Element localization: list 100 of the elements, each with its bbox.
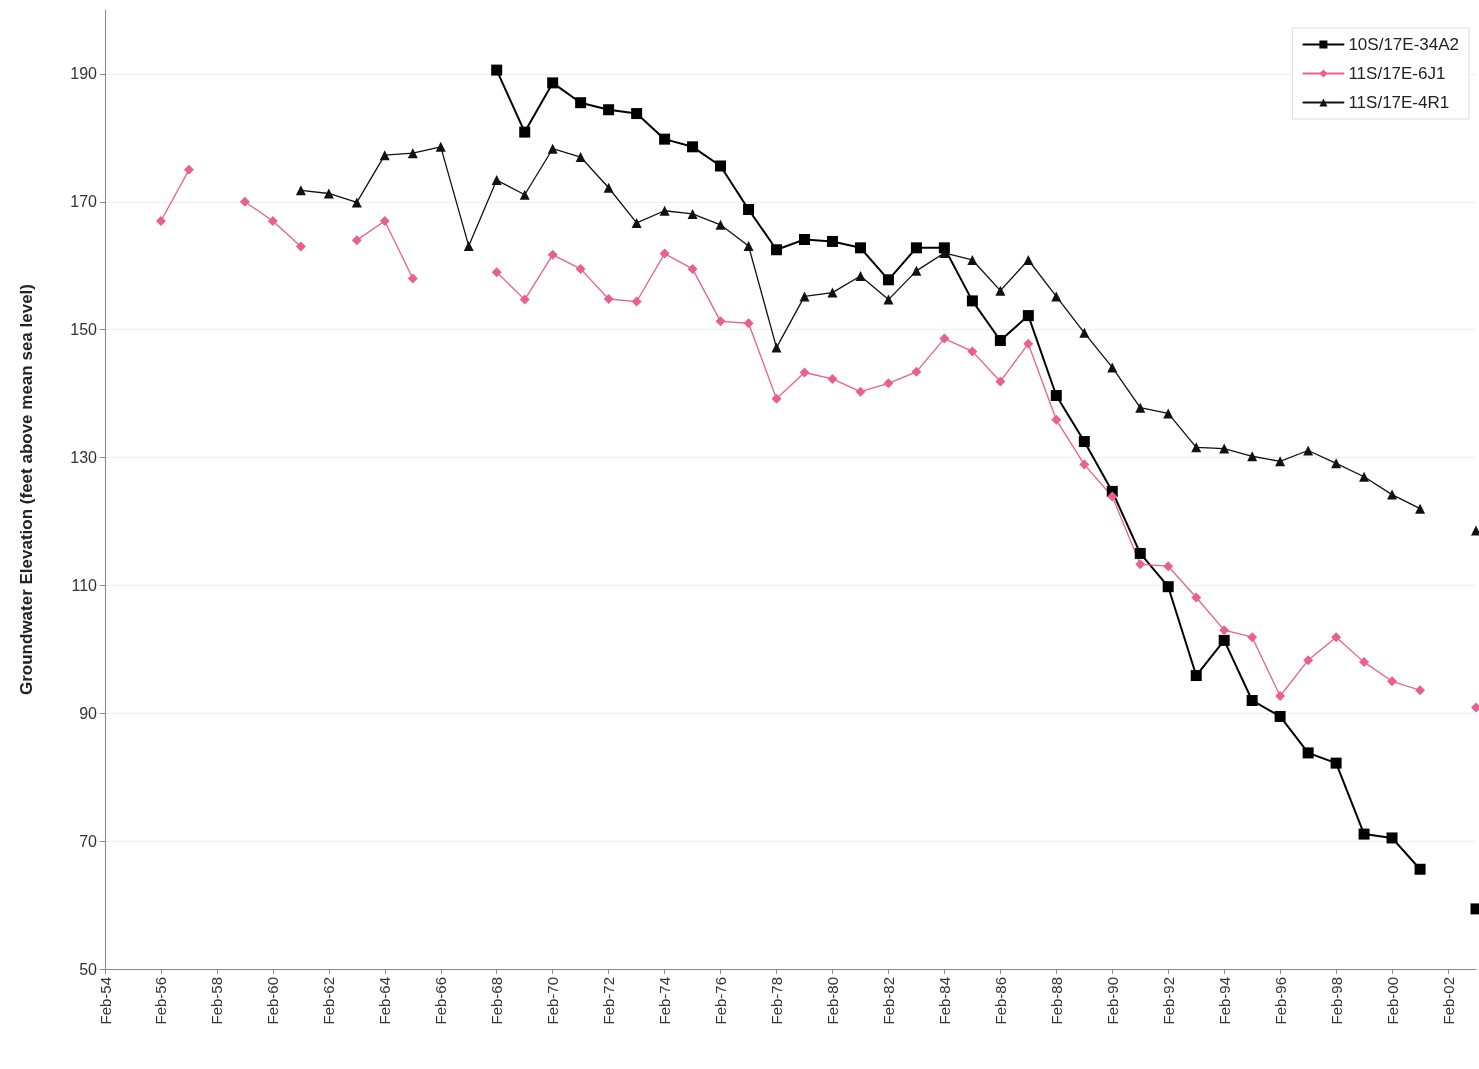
point [1359,657,1370,668]
point [575,97,587,109]
x-tick-label: Feb-86 [991,977,1009,1025]
x-tick-label: Feb-98 [1327,977,1345,1025]
point [1107,491,1118,502]
point [351,197,362,208]
x-tick-label: Feb-90 [1103,977,1121,1025]
point [1023,338,1034,349]
point [547,77,559,89]
point [911,366,922,377]
point [1415,503,1426,514]
point [1303,655,1314,666]
point [1303,445,1314,456]
point [1246,694,1258,706]
point [995,285,1006,296]
point [827,373,838,384]
point [491,175,502,186]
point [575,152,586,163]
point [883,378,894,389]
y-tick-label: 130 [70,449,98,467]
point [994,335,1006,347]
point [1302,747,1314,759]
point [826,235,838,247]
point [827,287,838,298]
point [715,219,726,230]
point [1331,632,1342,643]
point [1050,390,1062,402]
point [659,133,671,145]
point [1274,710,1286,722]
point [882,274,894,286]
point [519,126,531,138]
x-tick-label: Feb-66 [432,977,450,1025]
legend-label: 10S/17E-34A2 [1348,35,1460,54]
point [1078,436,1090,448]
point [1191,442,1202,453]
point [379,215,390,226]
point [743,203,755,215]
point [1387,676,1398,687]
point [435,141,446,152]
point [631,217,642,228]
y-tick-label: 50 [79,960,98,978]
point [407,273,418,284]
y-axis-title: Groundwater Elevation (feet above mean sea level) [17,284,36,695]
point [379,150,390,161]
point [1135,402,1146,413]
point [295,185,306,196]
point [491,267,502,278]
point [1162,581,1174,593]
point [771,342,782,353]
point [239,196,250,207]
point [771,393,782,404]
point [1135,559,1146,570]
legend-label: 11S/17E-6J1 [1348,64,1446,83]
point [351,235,362,246]
x-tick-label: Feb-56 [152,977,170,1025]
point [1051,414,1062,425]
point [155,215,166,226]
point [1219,625,1230,636]
point [966,295,978,307]
x-tick-label: Feb-02 [1439,977,1457,1025]
point [715,316,726,327]
point [1219,443,1230,454]
point [743,318,754,329]
x-tick-label: Feb-96 [1271,977,1289,1025]
x-tick-label: Feb-68 [488,977,506,1025]
point [659,205,670,216]
point [1247,451,1258,462]
point [855,386,866,397]
point [547,249,558,260]
x-tick-label: Feb-72 [600,977,618,1025]
point [1359,471,1370,482]
x-tick-label: Feb-64 [376,977,394,1025]
point [743,240,754,251]
point [1134,547,1146,559]
point [1247,632,1258,643]
legend-label: 11S/17E-4R1 [1348,93,1450,112]
point [771,244,783,256]
point [323,188,334,199]
point [799,291,810,302]
point [1022,310,1034,322]
point [1079,327,1090,338]
point [1107,362,1118,373]
point [183,164,194,175]
point [603,293,614,304]
point [491,64,503,76]
x-tick-label: Feb-82 [879,977,897,1025]
y-tick-label: 110 [71,576,98,594]
x-tick-label: Feb-84 [935,977,953,1025]
point [295,241,306,252]
point [855,270,866,281]
point [267,215,278,226]
x-tick-label: Feb-88 [1047,977,1065,1025]
point [1331,458,1342,469]
point [1023,254,1034,265]
y-tick-label: 170 [70,193,98,211]
x-tick-label: Feb-00 [1383,977,1401,1025]
point [1358,828,1370,840]
point [1190,670,1202,682]
point [659,248,670,259]
y-tick-label: 150 [70,321,98,339]
